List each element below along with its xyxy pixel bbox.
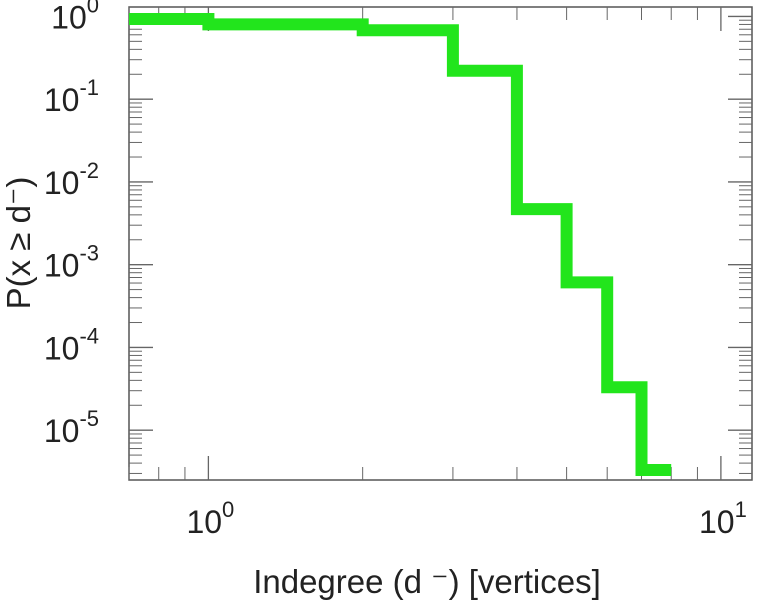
y-tick-label-exponent: 0 <box>87 0 99 17</box>
y-tick-label: 10-3 <box>44 241 99 284</box>
y-tick-label-exponent: -4 <box>79 323 99 348</box>
y-tick-label-base: 10 <box>51 0 87 35</box>
y-tick-label-base: 10 <box>44 330 80 366</box>
y-tick-label: 10-2 <box>44 158 99 201</box>
plot-area-frame <box>128 6 753 481</box>
y-tick-label-base: 10 <box>44 165 80 201</box>
x-tick-label-base: 10 <box>699 504 735 540</box>
x-tick-label-exponent: 1 <box>735 497 747 522</box>
y-tick-label: 10-5 <box>44 406 99 449</box>
series-layer <box>129 13 672 476</box>
series-line <box>129 13 672 476</box>
y-tick-label-base: 10 <box>44 413 80 449</box>
x-tick-label: 100 <box>186 497 234 540</box>
y-tick-label-exponent: -2 <box>79 158 99 183</box>
y-tick-label-base: 10 <box>44 82 80 118</box>
y-tick-label: 100 <box>51 0 99 35</box>
major-ticks <box>129 7 752 480</box>
x-tick-label: 101 <box>699 497 747 540</box>
y-axis-label: P(x ≥ d⁻) <box>0 177 37 310</box>
minor-ticks <box>128 7 752 480</box>
y-tick-label-exponent: -5 <box>79 406 99 431</box>
x-tick-label-base: 10 <box>186 504 222 540</box>
x-tick-labels: 100 101 <box>186 497 746 540</box>
x-tick-label-exponent: 0 <box>222 497 234 522</box>
y-tick-label-base: 10 <box>44 248 80 284</box>
y-tick-label-exponent: -1 <box>79 75 99 100</box>
y-tick-label: 10-4 <box>44 323 99 366</box>
x-axis-label: Indegree (d ⁻) [vertices] <box>253 563 601 600</box>
y-tick-label: 10-1 <box>44 75 99 118</box>
y-tick-label-exponent: -3 <box>79 241 99 266</box>
